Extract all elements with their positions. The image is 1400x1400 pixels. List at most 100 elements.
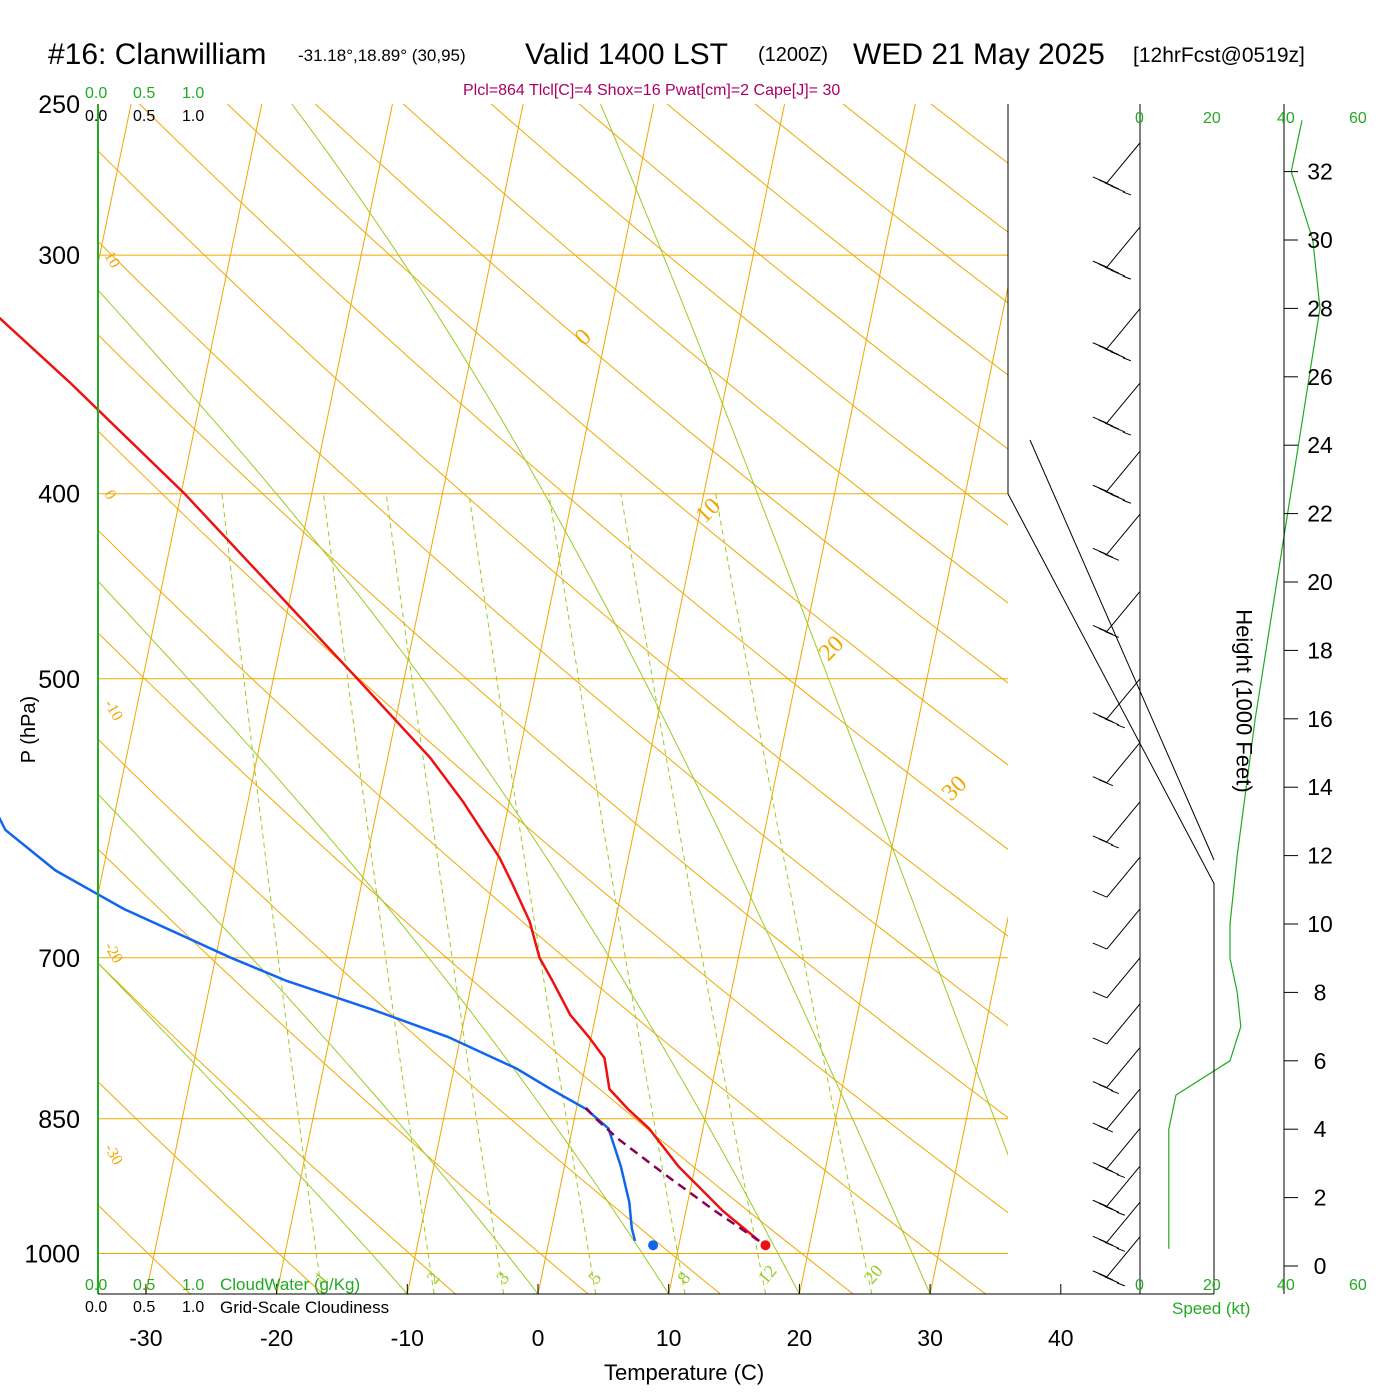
wind-speed-line: [1168, 120, 1321, 1249]
wind-barb: [1106, 382, 1141, 424]
cloudiness-tick-top-1: 0.5: [133, 108, 156, 125]
wind-barb-flag: [1110, 351, 1126, 359]
speed-tick-top-2: 40: [1277, 110, 1295, 127]
speed-tick-bottom-1: 20: [1203, 1277, 1221, 1294]
wind-barb-flag: [1110, 493, 1126, 501]
isotherm-label: -30: [101, 1141, 126, 1168]
pressure-tick-label: 250: [38, 91, 80, 119]
grid-layer: [98, 70, 1400, 1294]
data-layer: [0, 120, 1321, 1287]
cloudiness-tick-top-0: 0.0: [85, 108, 108, 125]
freezing-diagonal-line: [1029, 439, 1215, 861]
height-tick-label: 0: [1314, 1253, 1327, 1279]
height-tick-label: 24: [1307, 432, 1333, 458]
cloudiness-tick-bottom-0: 0.0: [85, 1299, 108, 1316]
wind-barb: [1106, 308, 1141, 350]
cloudwater-tick-bottom-2: 1.0: [182, 1277, 205, 1294]
wind-barb-flag: [1110, 185, 1126, 193]
dry-adiabat-line: [98, 150, 1008, 937]
x-tick-label: 30: [917, 1325, 943, 1351]
moist-adiabat-line: [98, 793, 539, 1294]
cloudwater-tick-bottom-0: 0.0: [85, 1277, 108, 1294]
wind-barb: [1106, 142, 1141, 184]
height-tick-label: 12: [1307, 843, 1333, 869]
height-tick-label: 22: [1307, 501, 1333, 527]
x-tick-label: 10: [656, 1325, 682, 1351]
mixing-ratio-line: [620, 493, 767, 1294]
pressure-tick-label: 400: [38, 481, 80, 509]
dry-adiabat-line: [754, 104, 1008, 304]
wind-barb-flag: [1122, 431, 1132, 436]
isotherm-line: [1192, 104, 1400, 1294]
speed-tick-bottom-3: 60: [1349, 1277, 1367, 1294]
dry-adiabat-line: [98, 333, 1008, 1119]
x-tick-label: -30: [129, 1325, 162, 1351]
height-tick-label: 20: [1307, 569, 1333, 595]
dry-adiabat-line: [930, 104, 1008, 164]
temperature-line: [0, 316, 760, 1242]
wind-barb-flag: [1098, 779, 1114, 787]
isotherm-line: [798, 284, 1008, 1294]
height-tick-label: 30: [1307, 227, 1333, 253]
dry-adiabat-line: [98, 430, 1008, 1214]
moist-adiabat-line: [98, 580, 670, 1294]
wind-barb-flag: [1092, 942, 1108, 950]
isotherm-line: [1061, 104, 1308, 1294]
surface-dewpoint-marker: [648, 1240, 659, 1251]
mixing-ratio-label: 20: [860, 1261, 887, 1288]
wind-barb-flag: [1122, 191, 1132, 196]
wind-barb-flag: [1092, 991, 1108, 999]
wind-barb-flag: [1122, 499, 1132, 504]
wind-barb: [1106, 957, 1141, 999]
wind-barb-flag: [1110, 425, 1126, 433]
mixing-ratio-label: 12: [754, 1261, 781, 1288]
valid-time: Valid 1400 LST: [525, 38, 728, 71]
wind-barb: [1106, 678, 1141, 720]
wind-barb: [1106, 908, 1141, 950]
mixing-ratio-line: [323, 493, 435, 1294]
wind-barb-flag: [1098, 838, 1114, 846]
isotherm-label: 0: [570, 324, 597, 351]
utc-time: (1200Z): [758, 44, 829, 66]
wind-barb-flag: [1104, 1168, 1120, 1176]
dry-adiabat-line: [98, 1204, 191, 1294]
wind-barb-flag: [1098, 1125, 1114, 1133]
height-tick-label: 26: [1307, 364, 1333, 390]
speed-tick-bottom-2: 40: [1277, 1277, 1295, 1294]
dry-adiabat-line: [98, 632, 854, 1294]
dry-adiabat-line: [975, 70, 1400, 1294]
wind-barb: [1106, 1128, 1141, 1169]
height-tick-label: 2: [1314, 1185, 1327, 1211]
wind-barb-flag: [1104, 1276, 1120, 1284]
pressure-tick-label: 1000: [24, 1241, 80, 1269]
cloudiness-tick-top-2: 1.0: [182, 108, 205, 125]
moist-adiabat-line: [98, 962, 408, 1294]
wind-barb: [1106, 742, 1141, 783]
wind-barb: [1106, 1003, 1141, 1045]
wind-barb-flag: [1116, 1282, 1126, 1287]
height-tick-label: 32: [1307, 159, 1333, 185]
cloudwater-tick-top-0: 0.0: [85, 85, 108, 102]
isotherm-line: [1322, 104, 1400, 1294]
moist-adiabat-line: [599, 104, 1008, 1156]
wind-barb-flag: [1104, 1241, 1120, 1249]
dry-adiabat-line: [138, 104, 1008, 851]
cloudiness-tick-bottom-2: 1.0: [182, 1299, 205, 1316]
pressure-tick-label: 700: [38, 945, 80, 973]
mixing-ratio-label: 2: [423, 1268, 444, 1288]
wind-barb-flag: [1110, 844, 1120, 849]
grid-lines: [98, 70, 1400, 1294]
height-tick-label: 10: [1307, 911, 1333, 937]
isotherm-line: [276, 104, 524, 1294]
wind-barb-flag: [1110, 269, 1126, 277]
isotherm-label: -10: [101, 697, 126, 724]
wind-barb: [1106, 856, 1141, 898]
height-tick-label: 6: [1314, 1048, 1327, 1074]
cloudwater-tick-bottom-1: 0.5: [133, 1277, 156, 1294]
x-tick-label: -10: [391, 1325, 424, 1351]
isotherm-label: 30: [937, 771, 972, 806]
dry-adiabat-line: [314, 104, 1008, 684]
isotherm-line: [537, 104, 786, 1294]
dry-adiabat-line: [842, 104, 1008, 233]
